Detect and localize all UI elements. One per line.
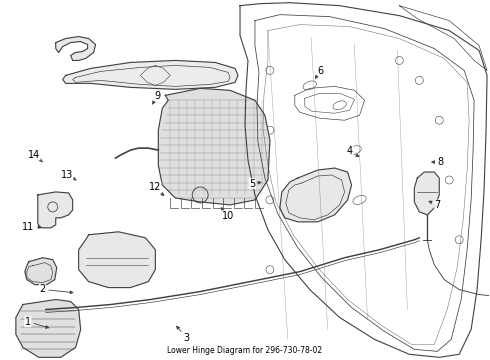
Polygon shape bbox=[38, 192, 73, 228]
Polygon shape bbox=[25, 258, 57, 285]
Text: 5: 5 bbox=[249, 179, 261, 189]
Text: 1: 1 bbox=[24, 317, 49, 328]
Text: 4: 4 bbox=[347, 146, 359, 157]
Polygon shape bbox=[16, 300, 81, 357]
Text: 7: 7 bbox=[429, 200, 441, 210]
Text: 8: 8 bbox=[432, 157, 443, 167]
Polygon shape bbox=[78, 232, 155, 288]
Polygon shape bbox=[158, 88, 270, 205]
Text: 2: 2 bbox=[39, 284, 73, 294]
Text: 3: 3 bbox=[176, 326, 190, 343]
Polygon shape bbox=[280, 168, 352, 222]
Text: 14: 14 bbox=[28, 150, 43, 162]
Text: 13: 13 bbox=[61, 170, 76, 180]
Text: Lower Hinge Diagram for 296-730-78-02: Lower Hinge Diagram for 296-730-78-02 bbox=[168, 346, 322, 355]
Text: 10: 10 bbox=[221, 208, 234, 221]
Polygon shape bbox=[63, 60, 238, 89]
Polygon shape bbox=[415, 172, 439, 215]
Text: 9: 9 bbox=[153, 91, 160, 104]
Polygon shape bbox=[56, 37, 96, 60]
Text: 12: 12 bbox=[148, 182, 164, 195]
Text: 6: 6 bbox=[316, 66, 324, 78]
Text: 11: 11 bbox=[22, 222, 41, 231]
